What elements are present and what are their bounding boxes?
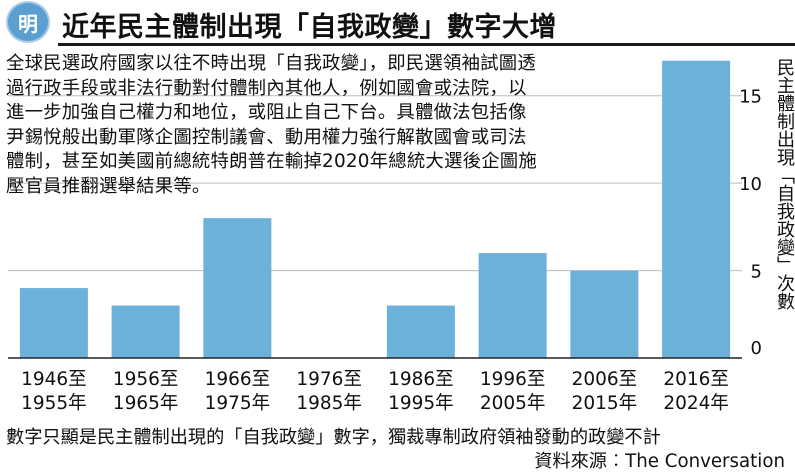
description-line: 體制，甚至如美國前總統特朗普在輸掉2020年總統大選後企圖施: [6, 151, 537, 172]
y-tick-label: 5: [751, 262, 762, 283]
x-tick-label: 2005年: [480, 393, 546, 414]
bar: [570, 270, 639, 358]
description-line: 全球民選政府國家以往不時出現「自我政變」，即民選領袖試圖透: [6, 53, 536, 74]
x-tick-label: 2006至: [572, 369, 638, 390]
x-tick-label: 1965年: [113, 393, 179, 414]
y-axis-label: 民主體制出現「自我政變」次數: [774, 58, 795, 310]
x-tick-label: 2016至: [663, 369, 729, 390]
x-tick-label: 1955年: [21, 393, 87, 414]
y-tick-label: 10: [739, 174, 762, 195]
x-tick-label: 2024年: [663, 393, 729, 414]
chart-title: 近年民主體制出現「自我政變」數字大增: [62, 12, 557, 43]
y-tick-label: 0: [751, 338, 762, 359]
y-tick-label: 15: [739, 87, 762, 108]
x-tick-label: 1985年: [296, 393, 362, 414]
description-line: 過行政手段或非法行動對付體制內其他人，例如國會或法院，以: [6, 77, 527, 99]
x-tick-label: 1966至: [205, 369, 271, 390]
title-divider: [58, 43, 795, 46]
description-line: 尹錫悅般出動軍隊企圖控制議會、動用權力強行解散國會或司法: [6, 126, 527, 148]
source-credit: 資料來源︰The Conversation: [534, 451, 785, 472]
description-line: 壓官員推翻選舉結果等。: [6, 175, 211, 197]
header: 明 近年民主體制出現「自我政變」數字大增: [0, 0, 795, 46]
bar: [19, 288, 88, 358]
x-tick-label: 1946至: [21, 369, 87, 390]
x-tick-label: 1996至: [480, 369, 546, 390]
bar: [203, 218, 272, 358]
bar: [478, 253, 547, 358]
bar: [662, 60, 731, 358]
ming-pao-logo: 明: [8, 3, 48, 41]
bar: [386, 305, 455, 358]
x-tick-label: 2015年: [572, 393, 638, 414]
description-text: 全球民選政府國家以往不時出現「自我政變」，即民選領袖試圖透 過行政手段或非法行動對…: [6, 52, 646, 199]
x-tick-label: 1956至: [113, 369, 179, 390]
bar: [111, 305, 180, 358]
x-tick-label: 1995年: [388, 393, 454, 414]
footnote: 數字只顯是民主體制出現的「自我政變」數字，獨裁專制政府領袖發動的政變不計: [6, 427, 661, 448]
x-tick-label: 1986至: [388, 369, 454, 390]
x-tick-label: 1976至: [296, 369, 362, 390]
description-line: 進一步加強自己權力和地位，或阻止自己下台。具體做法包括像: [6, 102, 527, 123]
x-tick-label: 1975年: [205, 393, 271, 414]
